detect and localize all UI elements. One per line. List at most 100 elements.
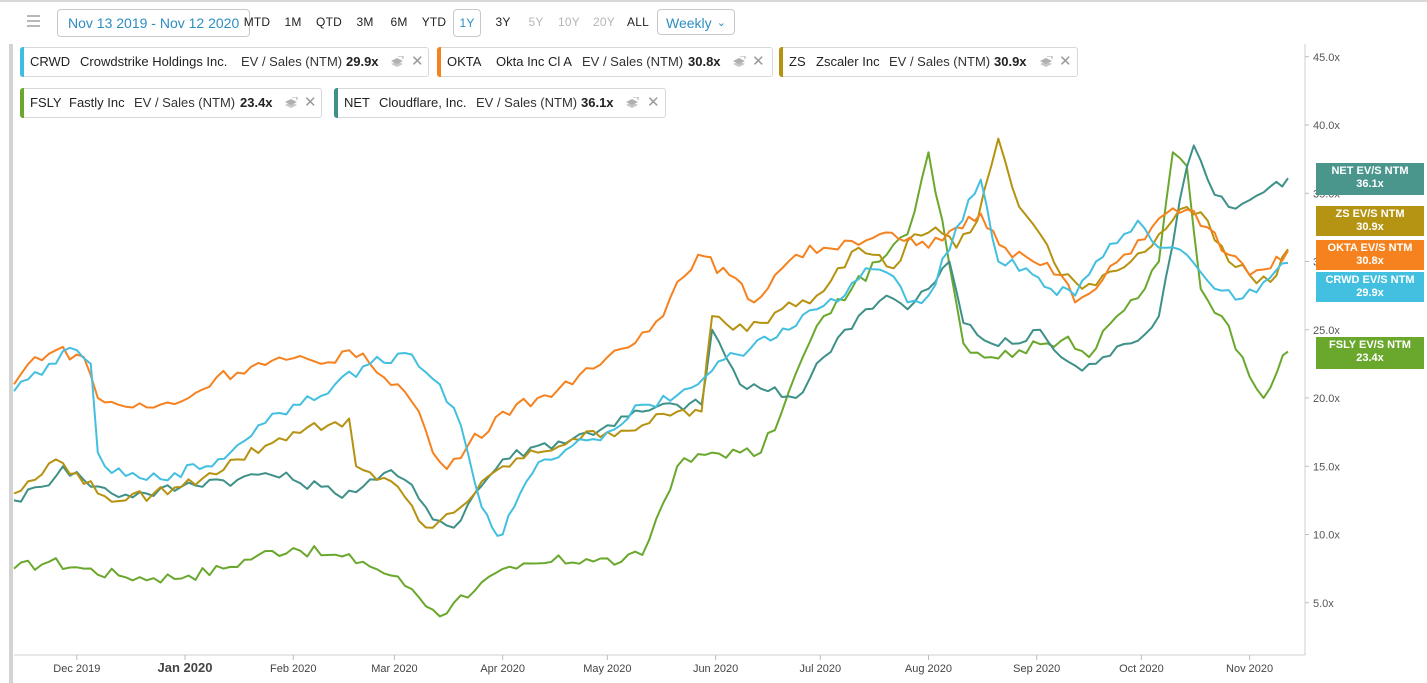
chevron-down-icon: ⌄ [716, 17, 726, 29]
close-icon[interactable]: ✕ [647, 94, 660, 111]
range-button-1y[interactable]: 1Y [453, 9, 481, 37]
legend-item-net[interactable]: NET Cloudflare, Inc. EV / Sales (NTM) 36.1x… [334, 88, 666, 118]
end-tag-value: 30.9x [1356, 221, 1384, 233]
close-icon[interactable]: ✕ [411, 53, 424, 70]
legend-metric: EV / Sales (NTM) [889, 54, 991, 69]
legend-company-name: Cloudflare, Inc. [379, 95, 467, 110]
legend-item-okta[interactable]: OKTA Okta Inc Cl A EV / Sales (NTM) 30.8x ✕ [437, 47, 773, 77]
layers-icon[interactable] [1039, 56, 1053, 68]
end-tag-crwd: CRWD EV/S NTM 29.9x [1316, 272, 1424, 302]
end-tag-value: 36.1x [1356, 178, 1384, 190]
series-line-zs[interactable] [13, 137, 1289, 529]
frequency-value: Weekly [666, 15, 712, 31]
range-button-1m[interactable]: 1M [284, 15, 302, 29]
x-tick-label: Sep 2020 [1013, 663, 1060, 675]
end-tag-label: NET EV/S NTM [1331, 165, 1409, 177]
x-tick-label: Nov 2020 [1226, 663, 1273, 675]
left-scrollbar[interactable] [9, 44, 13, 683]
legend-color-bar [20, 47, 24, 77]
x-tick-label: Feb 2020 [270, 663, 316, 675]
range-button-6m[interactable]: 6M [390, 15, 408, 29]
close-icon[interactable]: ✕ [304, 94, 317, 111]
layers-icon[interactable] [390, 56, 404, 68]
x-tick-label: May 2020 [583, 663, 631, 675]
end-tag-label: ZS EV/S NTM [1335, 208, 1405, 220]
series-line-net[interactable] [13, 144, 1289, 529]
x-tick-label: Apr 2020 [480, 663, 525, 675]
end-tag-label: FSLY EV/S NTM [1329, 339, 1411, 351]
range-button-20y[interactable]: 20Y [593, 15, 615, 29]
legend-company-name: Fastly Inc [69, 95, 125, 110]
legend-value: 36.1x [581, 95, 614, 110]
legend-company-name: Crowdstrike Holdings Inc. [80, 54, 228, 69]
end-tag-label: OKTA EV/S NTM [1327, 242, 1413, 254]
x-tick-label: Jun 2020 [693, 663, 738, 675]
close-icon[interactable]: ✕ [752, 53, 765, 70]
legend-ticker: FSLY [30, 95, 62, 110]
frequency-select[interactable]: Weekly ⌄ [657, 9, 735, 35]
end-tag-fsly: FSLY EV/S NTM 23.4x [1316, 337, 1424, 369]
legend-value: 30.9x [994, 54, 1027, 69]
legend-ticker: NET [344, 95, 370, 110]
range-button-mtd[interactable]: MTD [243, 15, 271, 29]
legend-item-fsly[interactable]: FSLY Fastly Inc EV / Sales (NTM) 23.4x ✕ [20, 88, 322, 118]
legend-ticker: ZS [789, 54, 806, 69]
x-tick-label: Dec 2019 [53, 663, 100, 675]
top-border [0, 0, 1427, 2]
legend-value: 29.9x [346, 54, 379, 69]
end-tag-net: NET EV/S NTM 36.1x [1316, 163, 1424, 195]
legend-value: 30.8x [688, 54, 721, 69]
range-button-3y[interactable]: 3Y [495, 15, 511, 29]
layers-icon[interactable] [625, 97, 639, 109]
date-range-button[interactable]: Nov 13 2019 - Nov 12 2020 [57, 9, 251, 37]
legend-color-bar [437, 47, 441, 77]
x-tick-label: Mar 2020 [371, 663, 417, 675]
end-tag-label: CRWD EV/S NTM [1325, 274, 1415, 286]
legend-ticker: OKTA [447, 54, 482, 69]
end-tag-value: 29.9x [1356, 287, 1384, 299]
x-tick-label: Jan 2020 [158, 660, 213, 675]
close-icon[interactable]: ✕ [1059, 53, 1072, 70]
legend-value: 23.4x [240, 95, 273, 110]
end-tag-value: 30.8x [1356, 255, 1384, 267]
y-tick-label: 25.0x [1313, 325, 1340, 337]
legend-item-zs[interactable]: ZS Zscaler Inc EV / Sales (NTM) 30.9x ✕ [779, 47, 1078, 77]
legend-metric: EV / Sales (NTM) [134, 95, 236, 110]
legend-company-name: Okta Inc Cl A [496, 54, 572, 69]
series-line-crwd[interactable] [13, 178, 1289, 537]
layers-icon[interactable] [732, 56, 746, 68]
chart-toolbar: Nov 13 2019 - Nov 12 2020 MTD 1M QTD 3M 6M YT… [0, 0, 1427, 44]
legend-metric: EV / Sales (NTM) [476, 95, 578, 110]
end-tag-value: 23.4x [1356, 352, 1384, 364]
legend-color-bar [779, 47, 783, 77]
range-button-3m[interactable]: 3M [356, 15, 374, 29]
legend-company-name: Zscaler Inc [816, 54, 880, 69]
legend-metric: EV / Sales (NTM) [582, 54, 684, 69]
legend-color-bar [334, 88, 338, 118]
x-tick-label: Oct 2020 [1119, 663, 1164, 675]
series-line-fsly[interactable] [13, 151, 1289, 618]
y-tick-label: 40.0x [1313, 120, 1340, 132]
y-tick-label: 10.0x [1313, 530, 1340, 542]
legend-ticker: CRWD [30, 54, 71, 69]
range-button-qtd[interactable]: QTD [316, 15, 342, 29]
layers-icon[interactable] [284, 97, 298, 109]
end-tag-zs: ZS EV/S NTM 30.9x [1316, 206, 1424, 236]
range-button-5y[interactable]: 5Y [528, 15, 544, 29]
hamburger-menu-icon[interactable] [24, 12, 42, 30]
y-tick-label: 15.0x [1313, 461, 1340, 473]
y-tick-label: 45.0x [1313, 52, 1340, 64]
range-button-ytd[interactable]: YTD [421, 15, 447, 29]
y-tick-label: 5.0x [1313, 598, 1334, 610]
legend-color-bar [20, 88, 24, 118]
legend-item-crwd[interactable]: CRWD Crowdstrike Holdings Inc. EV / Sales … [20, 47, 429, 77]
x-tick-label: Jul 2020 [799, 663, 841, 675]
series-line-okta[interactable] [13, 207, 1289, 470]
legend-metric: EV / Sales (NTM) [241, 54, 343, 69]
end-tag-okta: OKTA EV/S NTM 30.8x [1316, 240, 1424, 270]
y-tick-label: 20.0x [1313, 393, 1340, 405]
range-button-all[interactable]: ALL [627, 15, 649, 29]
x-tick-label: Aug 2020 [905, 663, 952, 675]
range-button-10y[interactable]: 10Y [558, 15, 580, 29]
